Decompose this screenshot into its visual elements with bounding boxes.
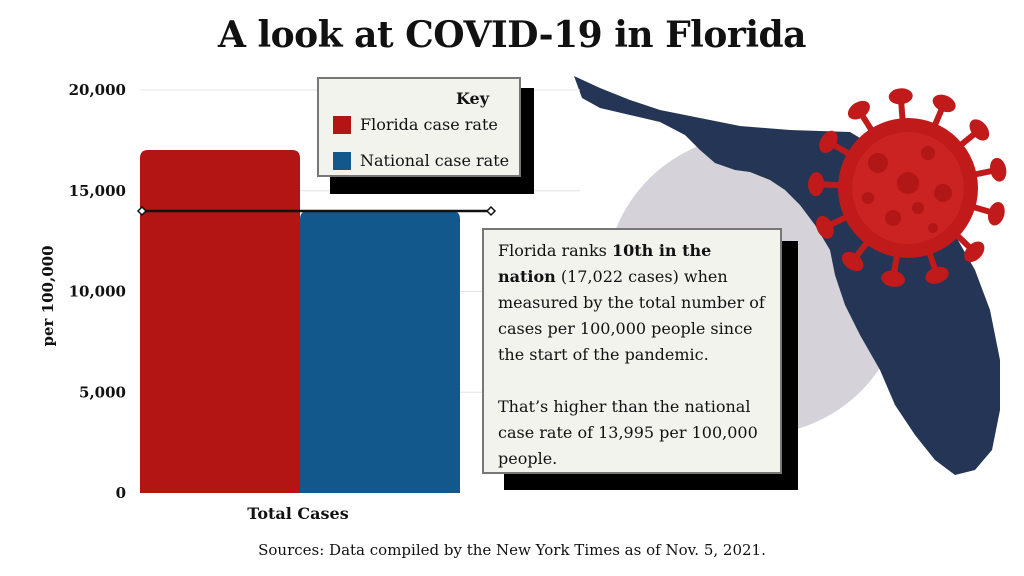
virus-spike-tip: [847, 100, 870, 120]
y-tick-label: 10,000: [69, 283, 126, 301]
legend-item-national: National case rate: [333, 151, 509, 170]
annotation-paragraph-1: Florida ranks 10th in the nation (17,022…: [498, 241, 765, 364]
virus-spike-tip: [987, 201, 1005, 226]
virus-spike-tip: [969, 119, 990, 141]
virus-spike-tip: [989, 157, 1007, 182]
virus-spike-tip: [808, 172, 825, 197]
y-tick-label: 20,000: [69, 81, 126, 99]
virus-spot: [934, 184, 952, 202]
virus-spike-tip: [888, 88, 913, 105]
annotation-rank: 10th in the nation: [498, 241, 712, 286]
reference-line-marker: [485, 205, 497, 217]
virus-spike-tip: [819, 130, 838, 154]
y-tick-label: 5,000: [79, 383, 126, 401]
virus-spike-tip: [964, 241, 985, 263]
virus-spot: [862, 192, 874, 204]
legend-title: Key: [455, 89, 489, 108]
page-title: A look at COVID-19 in Florida: [217, 14, 807, 56]
national-swatch: [333, 151, 351, 170]
x-tick-label: Total Cases: [247, 504, 348, 523]
virus-spike-tip: [841, 251, 864, 272]
virus-spot: [868, 153, 888, 173]
y-axis-ticks: 0 5,000 10,000 15,000 20,000: [69, 81, 126, 502]
legend-item-florida: Florida case rate: [333, 115, 498, 134]
sources-note: Sources: Data compiled by the New York T…: [258, 541, 766, 559]
bar-national: [300, 211, 460, 494]
virus-spot: [897, 172, 919, 194]
y-axis-label: per 100,000: [39, 245, 57, 346]
annotation-box: Florida ranks 10th in the nation (17,022…: [482, 228, 782, 474]
annotation-paragraph-2: That’s higher than the national case rat…: [498, 397, 758, 468]
reference-line-group: [136, 205, 497, 217]
virus-spike-tip: [881, 270, 906, 287]
bars: [140, 150, 460, 494]
virus-icon: [808, 88, 1007, 287]
bar-florida: [140, 150, 300, 493]
florida-swatch: [333, 115, 351, 134]
virus-spike-tip: [925, 266, 949, 284]
reference-line-marker: [136, 205, 148, 217]
virus-spot: [928, 223, 938, 233]
y-tick-label: 15,000: [69, 182, 126, 200]
virus-spot: [921, 146, 935, 160]
virus-spike-tip: [932, 94, 956, 113]
virus-spike-tip: [815, 215, 834, 239]
legend-label-florida: Florida case rate: [360, 115, 498, 134]
virus-spot: [912, 202, 924, 214]
legend: Key Florida case rate National case rate: [317, 77, 521, 177]
y-tick-label: 0: [116, 484, 126, 502]
legend-label-national: National case rate: [360, 151, 510, 170]
virus-spot: [885, 210, 901, 226]
